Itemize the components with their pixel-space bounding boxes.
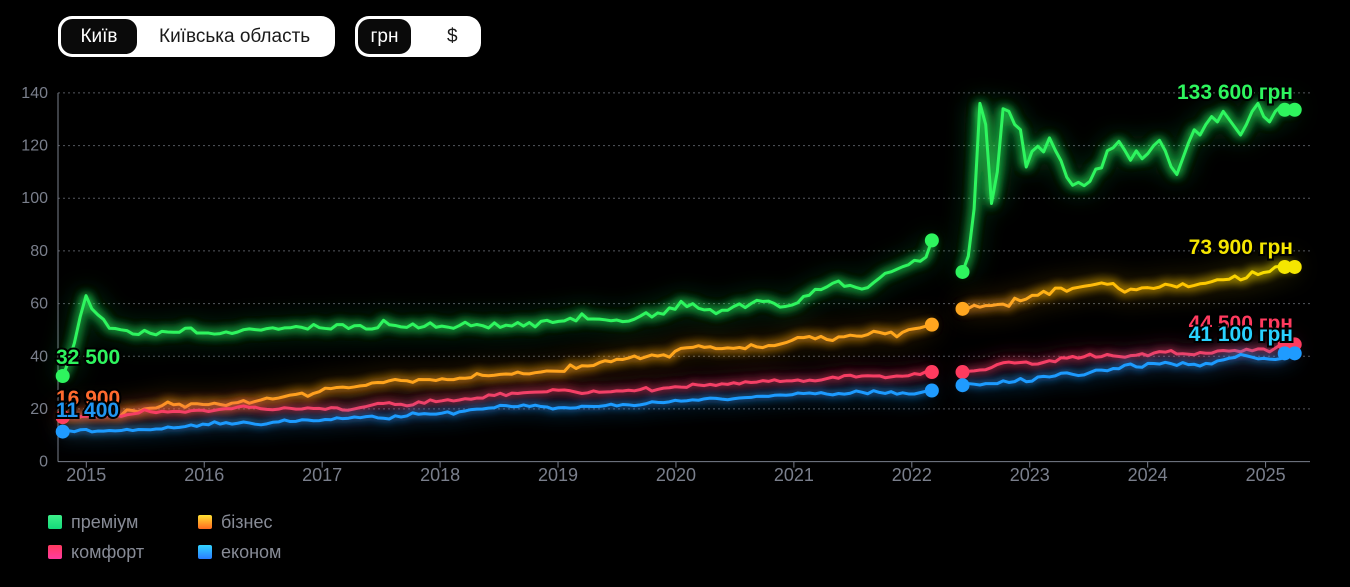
svg-text:40: 40 xyxy=(30,348,48,365)
svg-text:120: 120 xyxy=(21,138,48,155)
svg-text:2019: 2019 xyxy=(538,465,578,485)
svg-text:2017: 2017 xyxy=(302,465,342,485)
svg-text:11 400: 11 400 xyxy=(56,399,119,422)
svg-text:100: 100 xyxy=(21,190,48,207)
svg-text:2023: 2023 xyxy=(1010,465,1050,485)
svg-text:73 900 грн: 73 900 грн xyxy=(1189,236,1293,259)
svg-text:2020: 2020 xyxy=(656,465,696,485)
svg-text:0: 0 xyxy=(39,454,48,471)
svg-text:20: 20 xyxy=(30,401,48,418)
svg-text:2018: 2018 xyxy=(420,465,460,485)
svg-text:60: 60 xyxy=(30,296,48,313)
svg-text:2021: 2021 xyxy=(774,465,814,485)
svg-text:2022: 2022 xyxy=(892,465,932,485)
svg-text:41 100 грн: 41 100 грн xyxy=(1189,323,1293,346)
svg-text:2024: 2024 xyxy=(1128,465,1168,485)
svg-text:133 600 грн: 133 600 грн xyxy=(1177,81,1293,104)
svg-text:32 500: 32 500 xyxy=(56,346,120,369)
svg-text:140: 140 xyxy=(21,85,48,102)
svg-text:2016: 2016 xyxy=(184,465,224,485)
svg-text:2025: 2025 xyxy=(1246,465,1286,485)
svg-text:2015: 2015 xyxy=(66,465,106,485)
svg-text:80: 80 xyxy=(30,243,48,260)
